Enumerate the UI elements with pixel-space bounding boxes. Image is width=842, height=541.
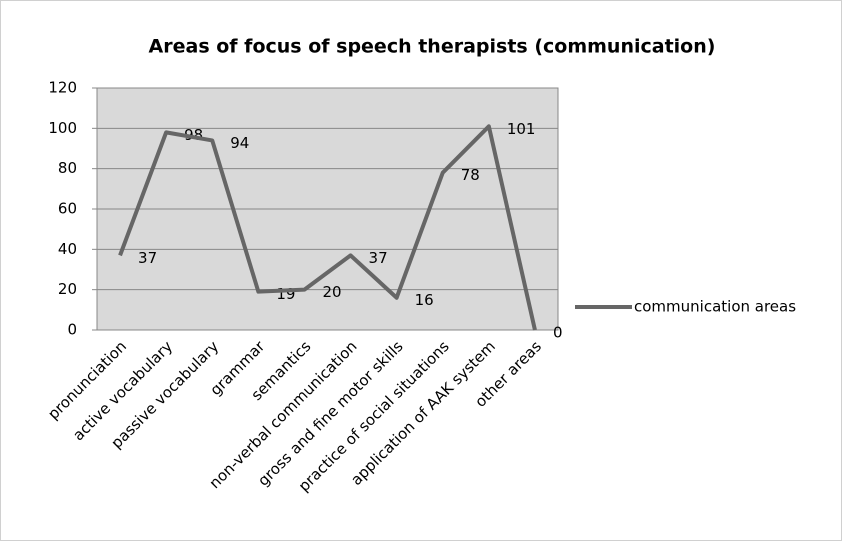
data-label: 94: [230, 134, 249, 152]
data-label: 16: [415, 291, 434, 309]
y-tick-label: 40: [58, 240, 77, 258]
legend-label: communication areas: [634, 298, 796, 316]
data-label: 78: [461, 166, 480, 184]
data-label: 19: [276, 285, 295, 303]
chart-title: Areas of focus of speech therapists (com…: [149, 36, 716, 58]
y-tick-label: 20: [58, 280, 77, 298]
series-line: [118, 124, 537, 331]
y-tick-label: 100: [48, 119, 77, 137]
y-tick-label: 120: [48, 79, 77, 97]
data-label: 20: [322, 283, 341, 301]
y-tick-label: 60: [58, 200, 77, 218]
y-tick-label: 0: [67, 321, 77, 339]
data-label: 101: [507, 120, 536, 138]
data-label: 37: [369, 249, 388, 267]
y-tick-label: 80: [58, 159, 77, 177]
data-label: 0: [553, 324, 563, 342]
data-label: 37: [138, 249, 157, 267]
